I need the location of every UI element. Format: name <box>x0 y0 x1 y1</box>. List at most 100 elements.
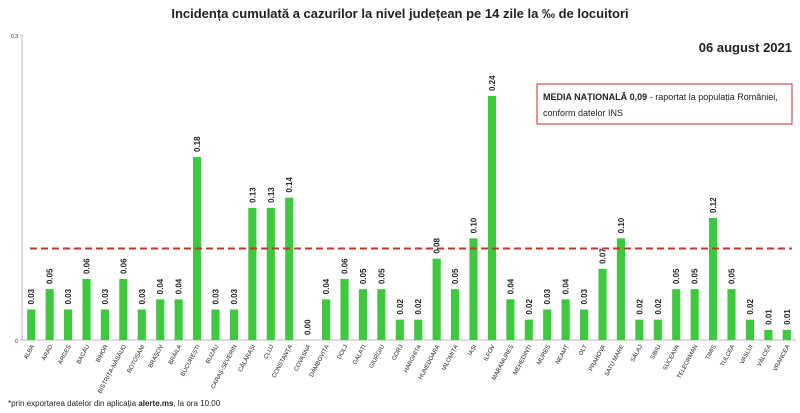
bar <box>229 309 238 340</box>
bar <box>635 319 644 340</box>
x-tick-label: MEHEDINȚI <box>513 344 534 376</box>
bar <box>414 319 423 340</box>
y-tick-label: 0,3 <box>11 34 18 40</box>
value-label: 0.10 <box>617 217 626 233</box>
x-tick-label: TULCEA <box>720 344 736 368</box>
value-label: 0.05 <box>377 268 386 284</box>
value-label: 0.05 <box>728 268 737 284</box>
bar <box>340 279 349 340</box>
x-tick-label: OLT <box>578 344 589 357</box>
bar <box>506 299 515 340</box>
footnote-part: alerte.ms <box>138 399 174 408</box>
value-label: 0.04 <box>506 278 515 294</box>
bar <box>248 207 257 340</box>
x-tick-label: NEAMȚ <box>555 344 570 366</box>
value-label: 0.02 <box>746 299 755 315</box>
footnote-part: *prin exportarea datelor din aplicația <box>8 399 138 408</box>
value-label: 0.13 <box>248 187 257 203</box>
bar <box>119 279 128 340</box>
value-label: 0.04 <box>156 278 165 294</box>
x-tick-label: HUNEDOARA <box>418 344 441 381</box>
value-label: 0.02 <box>635 299 644 315</box>
bar <box>672 289 681 340</box>
bar <box>451 289 460 340</box>
value-label: 0.18 <box>193 136 202 152</box>
value-label: 0.03 <box>64 288 73 304</box>
value-label: 0.12 <box>709 197 718 213</box>
value-label: 0.03 <box>543 288 552 304</box>
x-tick-label: DOLJ <box>337 344 350 360</box>
value-label: 0.03 <box>230 288 239 304</box>
value-label: 0.02 <box>654 299 663 315</box>
x-tick-label: TELEORMAN <box>677 344 700 380</box>
value-label: 0.03 <box>101 288 110 304</box>
x-tick-label: SATU MARE <box>604 344 626 377</box>
bar <box>27 309 36 340</box>
bar <box>653 319 662 340</box>
bar <box>395 319 404 340</box>
value-label: 0.07 <box>599 248 608 264</box>
value-label: 0.04 <box>175 278 184 294</box>
value-label: 0.01 <box>764 309 773 325</box>
bar <box>524 319 533 340</box>
value-label: 0.02 <box>396 299 405 315</box>
x-tick-label: VASLUI <box>740 344 755 366</box>
x-tick-label: MUREȘ <box>537 344 552 366</box>
bar <box>174 299 183 340</box>
value-label: 0.03 <box>138 288 147 304</box>
x-tick-label: PRAHOVA <box>588 344 607 372</box>
x-tick-label: SIBIU <box>650 344 663 361</box>
bar <box>487 96 496 340</box>
x-tick-label: ALBA <box>23 344 36 360</box>
bar <box>211 309 220 340</box>
bar <box>690 289 699 340</box>
x-tick-label: IALOMIȚA <box>441 344 459 372</box>
annotation-box <box>536 83 793 125</box>
chart-date: 06 august 2021 <box>699 40 792 55</box>
x-tick-label: ARGEȘ <box>58 344 73 365</box>
value-label: 0.05 <box>359 268 368 284</box>
bar <box>598 268 607 340</box>
x-tick-label: BUZĂU <box>205 344 221 365</box>
bar <box>322 299 331 340</box>
x-tick-label: DÂMBOVIȚA <box>308 344 331 378</box>
bar <box>764 329 773 340</box>
value-label: 0.04 <box>322 278 331 294</box>
value-label: 0.03 <box>212 288 221 304</box>
value-label: 0.05 <box>46 268 55 284</box>
y-tick-label: 0 <box>15 339 18 345</box>
value-label: 0.00 <box>304 319 313 335</box>
x-tick-label: VRANCEA <box>773 344 792 372</box>
x-tick-label: SĂLAJ <box>629 344 644 363</box>
value-label: 0.03 <box>27 288 36 304</box>
value-label: 0.05 <box>691 268 700 284</box>
bar <box>358 289 367 340</box>
value-label: 0.02 <box>525 299 534 315</box>
x-tick-label: BUCUREȘTI <box>180 344 202 378</box>
value-label: 0.06 <box>83 258 92 274</box>
bar <box>137 309 146 340</box>
bar <box>709 218 718 340</box>
x-tick-label: BRAȘOV <box>148 344 165 369</box>
x-tick-label: VÂLCEA <box>756 344 773 368</box>
value-label: 0.06 <box>119 258 128 274</box>
annotation-note-line: conform datelor INS <box>543 108 623 118</box>
bar <box>266 207 275 340</box>
x-tick-label: CLUJ <box>263 344 275 360</box>
value-label: 0.10 <box>470 217 479 233</box>
x-tick-label: GORJ <box>391 344 404 362</box>
value-label: 0.08 <box>433 238 442 254</box>
bar <box>580 309 589 340</box>
x-tick-label: GIURGIU <box>369 344 386 369</box>
bar <box>285 197 294 340</box>
x-tick-label: BACĂU <box>75 344 91 366</box>
bar <box>82 279 91 340</box>
x-tick-label: BOTOȘANI <box>127 344 147 374</box>
bar <box>377 289 386 340</box>
footnote-part: , la ora 10.00 <box>173 399 220 408</box>
value-label: 0.05 <box>451 268 460 284</box>
x-tick-label: COVASNA <box>294 344 313 372</box>
bar <box>727 289 736 340</box>
